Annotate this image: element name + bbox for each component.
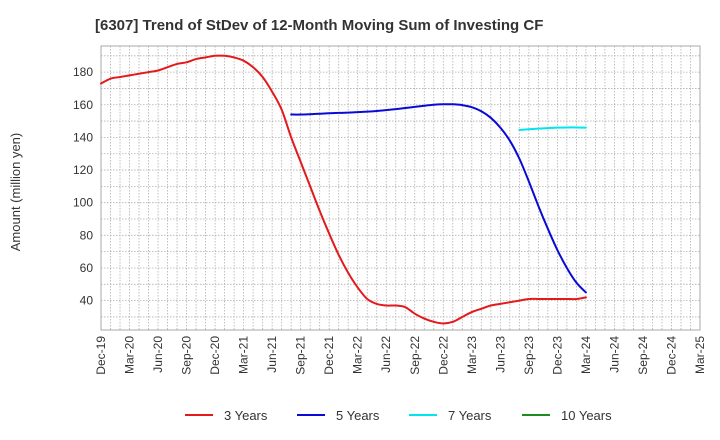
x-tick-label: Jun-24 xyxy=(607,336,621,373)
x-tick-label: Sep-24 xyxy=(636,336,650,375)
series-lines xyxy=(100,54,587,325)
x-tick-label: Dec-20 xyxy=(208,336,222,375)
legend-item-10-years: 10 Years xyxy=(522,408,612,423)
legend-item-5-years: 5 Years xyxy=(297,408,380,423)
y-tick-label: 140 xyxy=(73,130,93,144)
plot-frame xyxy=(100,45,701,331)
series-line-3-years xyxy=(100,54,587,325)
x-tick-label: Dec-24 xyxy=(664,336,678,375)
x-tick-label: Sep-21 xyxy=(294,336,308,375)
y-tick-label: 180 xyxy=(73,65,93,79)
x-tick-label: Mar-25 xyxy=(693,336,707,374)
x-tick-label: Dec-19 xyxy=(94,336,108,375)
y-tick-label: 60 xyxy=(80,261,94,275)
x-axis-ticks: Dec-19 Mar-20 Jun-20 Sep-20 Dec-20 Mar-21 Jun-… xyxy=(94,336,707,375)
grid xyxy=(101,46,700,330)
legend-label: 10 Years xyxy=(561,408,612,423)
chart-title: [6307] Trend of StDev of 12-Month Moving… xyxy=(95,17,543,34)
x-tick-label: Sep-20 xyxy=(180,336,194,375)
legend-item-7-years: 7 Years xyxy=(409,408,492,423)
x-tick-label: Dec-23 xyxy=(550,336,564,375)
x-tick-label: Mar-24 xyxy=(579,336,593,374)
x-tick-label: Dec-22 xyxy=(436,336,450,375)
y-tick-label: 40 xyxy=(80,294,94,308)
y-tick-label: 120 xyxy=(73,163,93,177)
x-tick-label: Sep-22 xyxy=(408,336,422,375)
y-tick-label: 80 xyxy=(80,228,94,242)
x-tick-label: Mar-22 xyxy=(351,336,365,374)
x-tick-label: Jun-22 xyxy=(379,336,393,373)
y-tick-label: 160 xyxy=(73,98,93,112)
x-tick-label: Mar-21 xyxy=(237,336,251,374)
y-tick-label: 100 xyxy=(73,196,93,210)
series-line-7-years xyxy=(518,126,587,132)
legend-label: 3 Years xyxy=(224,408,268,423)
x-tick-label: Mar-20 xyxy=(123,336,137,374)
legend-label: 7 Years xyxy=(448,408,492,423)
legend-item-3-years: 3 Years xyxy=(185,408,268,423)
y-axis-label: Amount (million yen) xyxy=(8,133,23,252)
legend: 3 Years 5 Years 7 Years 10 Years xyxy=(185,408,612,423)
x-tick-label: Jun-23 xyxy=(493,336,507,373)
x-tick-label: Dec-21 xyxy=(322,336,336,375)
x-tick-label: Mar-23 xyxy=(465,336,479,374)
series-line-5-years xyxy=(290,103,587,294)
y-axis-ticks: 40 60 80 100 120 140 160 180 xyxy=(73,65,93,308)
x-tick-label: Jun-21 xyxy=(265,336,279,373)
x-tick-label: Jun-20 xyxy=(151,336,165,373)
x-tick-label: Sep-23 xyxy=(522,336,536,375)
legend-label: 5 Years xyxy=(336,408,380,423)
